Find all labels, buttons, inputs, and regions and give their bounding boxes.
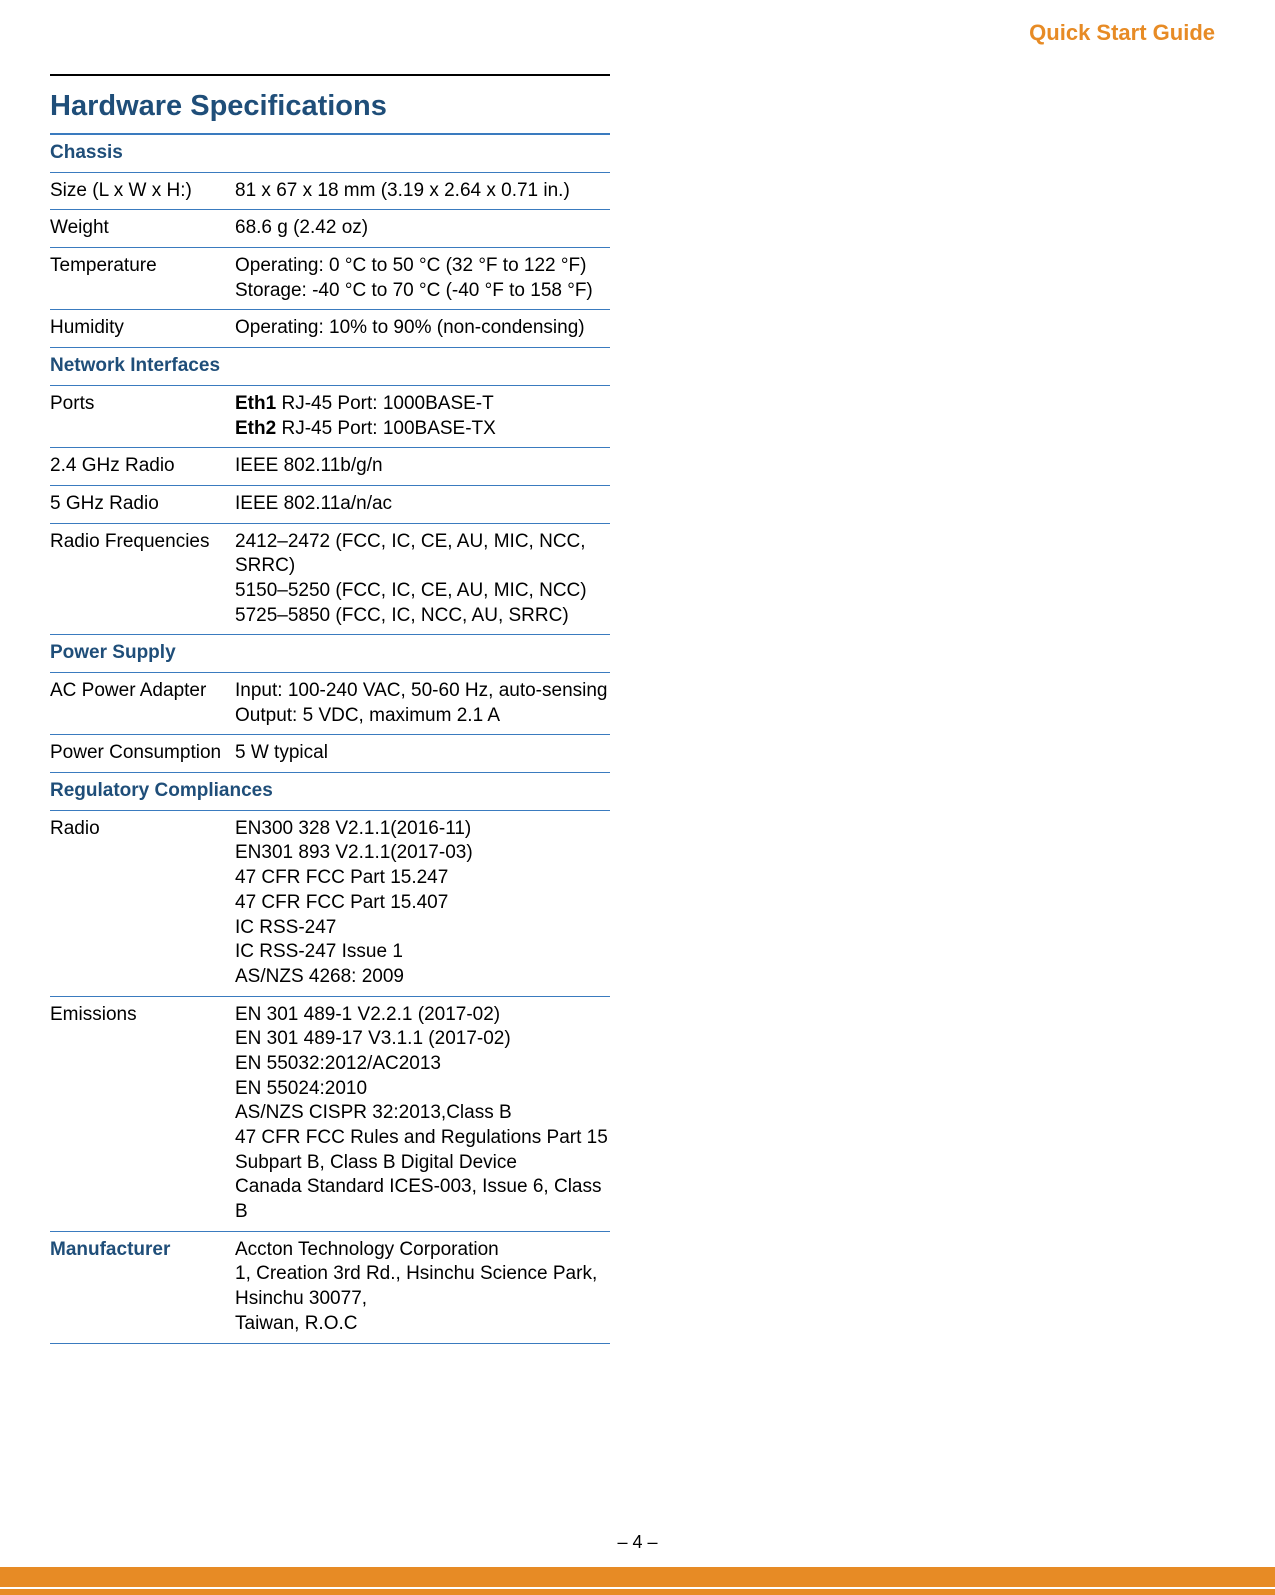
spec-label: Temperature xyxy=(50,248,235,310)
spec-row: HumidityOperating: 10% to 90% (non-conde… xyxy=(50,310,610,347)
spec-row: AC Power AdapterInput: 100-240 VAC, 50-6… xyxy=(50,673,610,735)
spec-label: AC Power Adapter xyxy=(50,673,235,735)
spec-row: 2.4 GHz RadioIEEE 802.11b/g/n xyxy=(50,448,610,485)
spec-value: Operating: 10% to 90% (non-condensing) xyxy=(235,310,610,347)
category-header: Regulatory Compliances xyxy=(50,773,610,810)
spec-value: Operating: 0 °C to 50 °C (32 °F to 122 °… xyxy=(235,248,610,310)
section-title: Hardware Specifications xyxy=(50,84,610,133)
category-header: Power Supply xyxy=(50,635,610,672)
spec-table: ChassisSize (L x W x H:)81 x 67 x 18 mm … xyxy=(50,135,610,1344)
spec-value: Accton Technology Corporation1, Creation… xyxy=(235,1231,610,1342)
spec-value: 5 W typical xyxy=(235,735,610,772)
spec-row: RadioEN300 328 V2.1.1(2016-11)EN301 893 … xyxy=(50,810,610,995)
page: Quick Start Guide Hardware Specification… xyxy=(0,0,1275,1595)
spec-value: IEEE 802.11b/g/n xyxy=(235,448,610,485)
spec-value: 81 x 67 x 18 mm (3.19 x 2.64 x 0.71 in.) xyxy=(235,172,610,209)
spec-row: ManufacturerAccton Technology Corporatio… xyxy=(50,1231,610,1342)
spec-row: Radio Frequencies2412–2472 (FCC, IC, CE,… xyxy=(50,523,610,634)
spec-label: 2.4 GHz Radio xyxy=(50,448,235,485)
spec-row: 5 GHz RadioIEEE 802.11a/n/ac xyxy=(50,485,610,522)
page-number: – 4 – xyxy=(0,1532,1275,1553)
content-column: Hardware Specifications ChassisSize (L x… xyxy=(50,74,610,1344)
footer-bar-orange-top xyxy=(0,1567,1275,1587)
spec-value: EN300 328 V2.1.1(2016-11)EN301 893 V2.1.… xyxy=(235,810,610,995)
spec-label: Weight xyxy=(50,210,235,247)
spec-row: Weight68.6 g (2.42 oz) xyxy=(50,210,610,247)
spec-label: Power Consumption xyxy=(50,735,235,772)
spec-value: IEEE 802.11a/n/ac xyxy=(235,485,610,522)
spec-label: Radio xyxy=(50,810,235,995)
category-header: Chassis xyxy=(50,135,610,172)
spec-label: Emissions xyxy=(50,996,235,1231)
spec-label: Radio Frequencies xyxy=(50,523,235,634)
spec-label: Humidity xyxy=(50,310,235,347)
category-header: Network Interfaces xyxy=(50,348,610,385)
spec-label: 5 GHz Radio xyxy=(50,485,235,522)
spec-row: PortsEth1 RJ-45 Port: 1000BASE-TEth2 RJ-… xyxy=(50,385,610,447)
spec-row: Size (L x W x H:)81 x 67 x 18 mm (3.19 x… xyxy=(50,172,610,209)
spec-row: EmissionsEN 301 489-1 V2.2.1 (2017-02)EN… xyxy=(50,996,610,1231)
footer-bar-orange-bottom xyxy=(0,1589,1275,1595)
spec-value: Eth1 RJ-45 Port: 1000BASE-TEth2 RJ-45 Po… xyxy=(235,385,610,447)
spec-value: 68.6 g (2.42 oz) xyxy=(235,210,610,247)
spec-row: TemperatureOperating: 0 °C to 50 °C (32 … xyxy=(50,248,610,310)
spec-label: Size (L x W x H:) xyxy=(50,172,235,209)
spec-row: Power Consumption5 W typical xyxy=(50,735,610,772)
spec-label: Manufacturer xyxy=(50,1231,235,1342)
spec-label: Ports xyxy=(50,385,235,447)
spec-value: Input: 100-240 VAC, 50-60 Hz, auto-sensi… xyxy=(235,673,610,735)
header-label: Quick Start Guide xyxy=(1029,20,1215,46)
rule-black-top xyxy=(50,74,610,76)
spec-value: EN 301 489-1 V2.2.1 (2017-02)EN 301 489-… xyxy=(235,996,610,1231)
spec-value: 2412–2472 (FCC, IC, CE, AU, MIC, NCC, SR… xyxy=(235,523,610,634)
